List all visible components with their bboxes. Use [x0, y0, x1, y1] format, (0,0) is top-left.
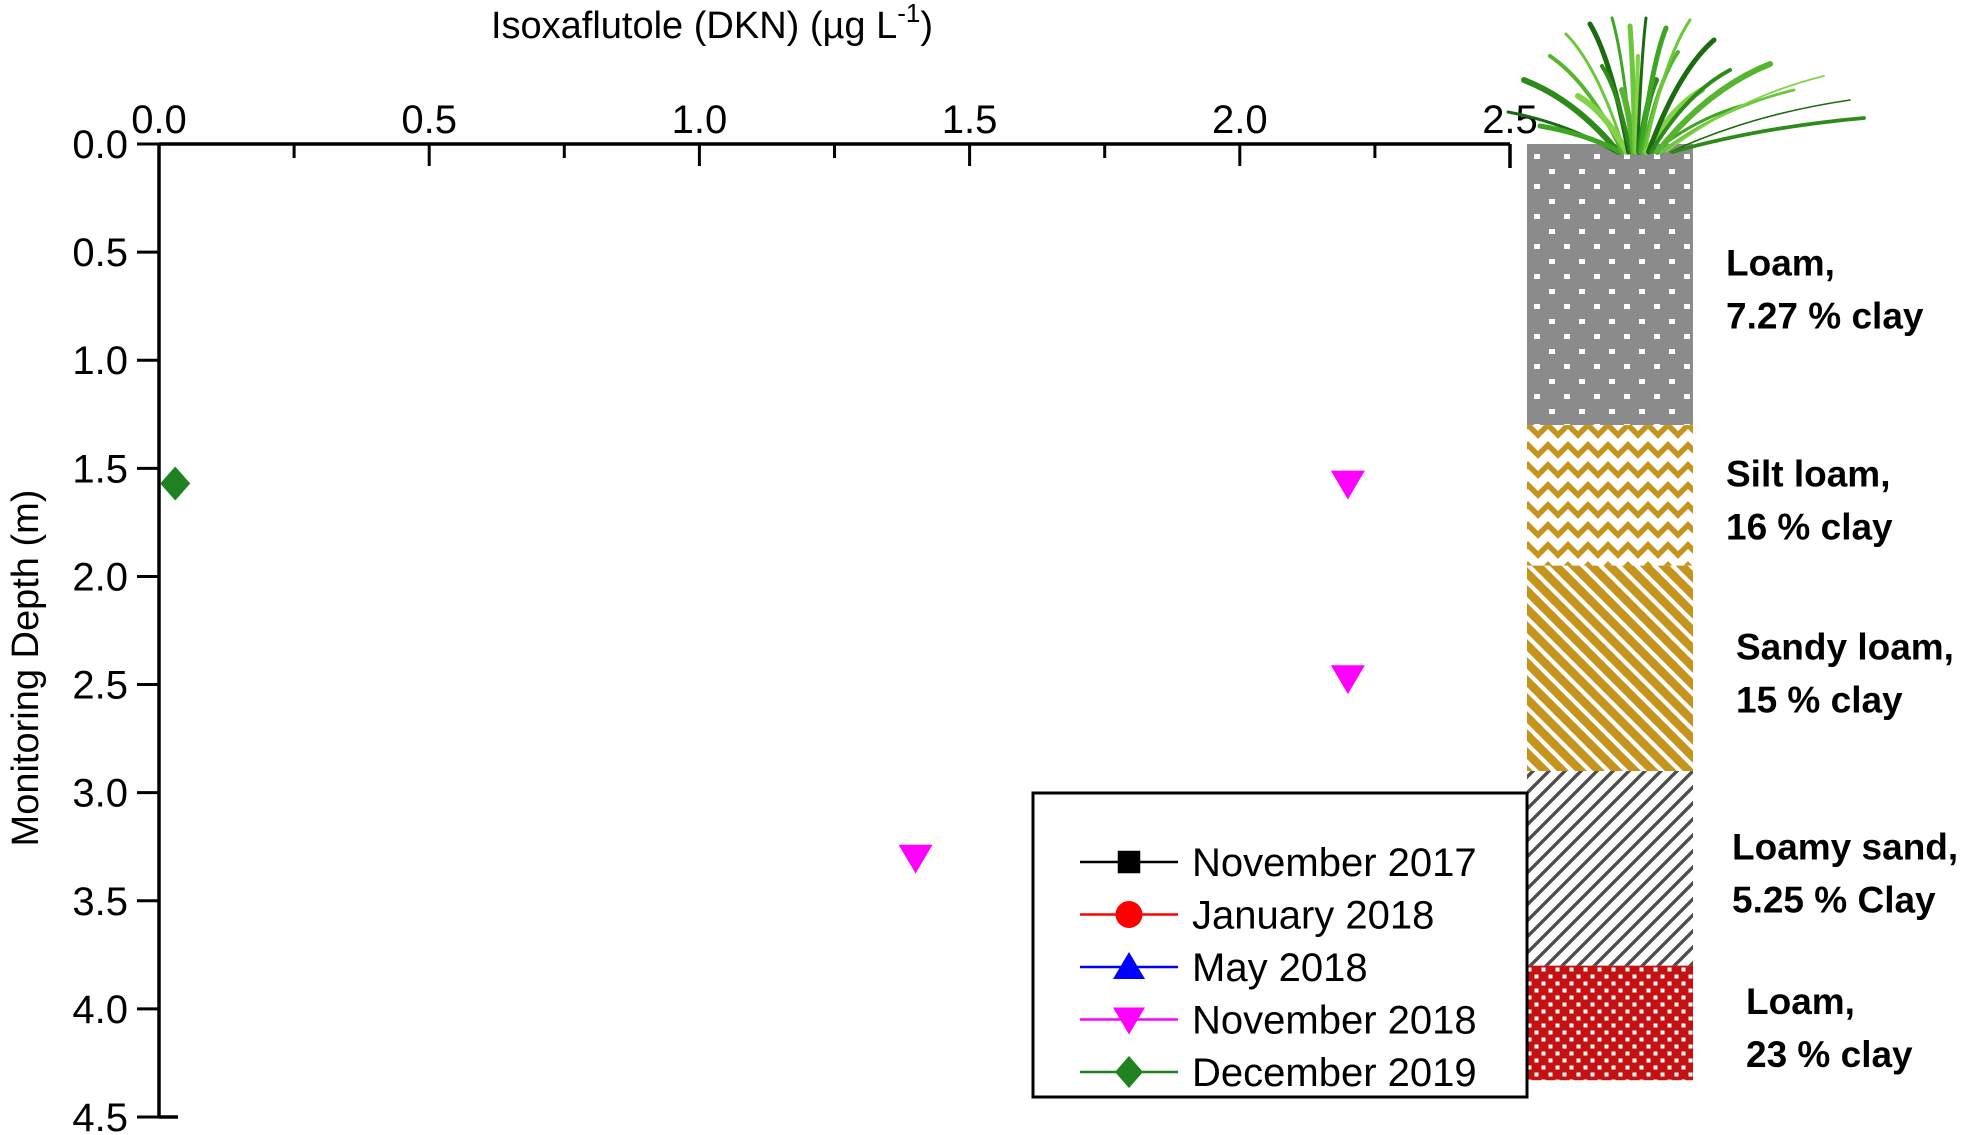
marker-triangle-down — [1330, 665, 1365, 695]
soil-layer-label-line1: Sandy loam, — [1736, 626, 1954, 667]
grass-blade — [1575, 93, 1630, 155]
legend-entry-label: January 2018 — [1192, 894, 1434, 938]
legend: November 2017 January 2018 May 2018 Novembe… — [1031, 791, 1529, 1099]
y-tick-label: 1.0 — [72, 339, 128, 383]
axis-ticks: 0.0 0.5 1.0 1.5 2.0 2.5 0.0 0.5 1.0 1.5 2.0 2.5 3.0 3… — [72, 98, 1537, 1135]
legend-entry-label: December 2019 — [1192, 1051, 1477, 1095]
marker-square — [1117, 850, 1141, 874]
x-tick-label: 1.5 — [942, 98, 998, 142]
grass-blade — [1636, 16, 1648, 154]
y-tick-label: 2.5 — [72, 664, 128, 708]
soil-layer — [1527, 771, 1693, 966]
soil-layer — [1527, 565, 1693, 772]
grass-blade — [1654, 61, 1773, 155]
y-tick-label: 3.0 — [72, 772, 128, 816]
soil-layer — [1527, 965, 1693, 1081]
grass-blade — [1600, 64, 1633, 154]
soil-layer-label-line2: 5.25 % Clay — [1732, 879, 1936, 920]
x-tick-label: 0.5 — [401, 98, 457, 142]
soil-layer — [1527, 144, 1693, 426]
y-tick-label: 2.0 — [72, 555, 128, 599]
grass-blade — [1665, 75, 1825, 153]
legend-entry-label: November 2017 — [1192, 841, 1477, 885]
x-tick-label: 1.0 — [672, 98, 728, 142]
grass-blade — [1649, 68, 1732, 154]
grass-blade — [1627, 23, 1638, 155]
soil-layer — [1527, 425, 1693, 566]
y-tick-label: 4.0 — [72, 988, 128, 1032]
y-tick-label: 3.5 — [72, 880, 128, 924]
data-points — [160, 466, 1365, 874]
y-tick-label: 1.5 — [72, 447, 128, 491]
grass-blade — [1643, 18, 1692, 154]
x-tick-label: 2.5 — [1482, 98, 1538, 142]
marker-diamond — [1115, 1056, 1143, 1088]
grass-icon — [1506, 16, 1866, 155]
soil-layer-label-line1: Silt loam, — [1726, 453, 1890, 494]
marker-triangle-down — [1330, 470, 1365, 500]
soil-layer-label-line1: Loam, — [1746, 981, 1855, 1022]
soil-layer-label-line2: 15 % clay — [1736, 679, 1903, 720]
grass-blade — [1670, 116, 1866, 154]
marker-circle — [1115, 901, 1143, 928]
y-axis-title: Monitoring Depth (m) — [5, 490, 47, 847]
soil-layer-label-line1: Loam, — [1726, 243, 1835, 284]
y-tick-label: 0.5 — [72, 231, 128, 275]
soil-layer-label-line2: 7.27 % clay — [1726, 296, 1924, 337]
marker-triangle-up — [1113, 952, 1145, 979]
soil-layer-label-line1: Loamy sand, — [1732, 826, 1958, 867]
legend-entry-label: May 2018 — [1192, 946, 1368, 990]
x-tick-label: 2.0 — [1212, 98, 1268, 142]
y-tick-label: 4.5 — [72, 1096, 128, 1135]
grass-blade — [1537, 123, 1624, 155]
marker-triangle-down — [1113, 1007, 1145, 1035]
y-tick-label: 0.0 — [72, 123, 128, 167]
grass-blade — [1669, 99, 1851, 153]
grass-blade — [1638, 25, 1669, 155]
grass-blade — [1645, 37, 1717, 155]
grass-blade — [1521, 77, 1622, 155]
legend-box — [1031, 791, 1529, 1099]
grass-blade — [1634, 54, 1640, 154]
soil-layer-label-line2: 23 % clay — [1746, 1034, 1913, 1075]
legend-entry-label: November 2018 — [1192, 999, 1477, 1043]
x-tick-label: 0.0 — [131, 98, 187, 142]
marker-diamond — [160, 466, 191, 501]
x-axis-title: Isoxaflutole (DKN) (µg L-1) — [491, 0, 933, 47]
marker-triangle-down — [898, 844, 933, 874]
soil-layer-label-line2: 16 % clay — [1726, 506, 1893, 547]
soil-profile-column: Loam, 7.27 % clay Silt loam, 16 % clay Sandy… — [1527, 144, 1958, 1081]
